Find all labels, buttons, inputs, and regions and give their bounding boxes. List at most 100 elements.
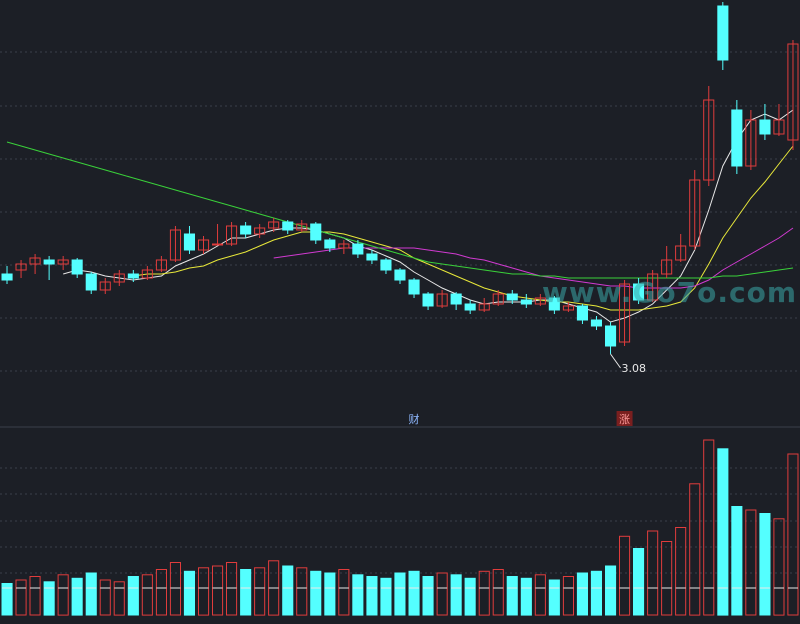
volume-bar-up (338, 569, 350, 616)
candle-down (324, 239, 336, 249)
event-markers: 财涨 (409, 411, 633, 426)
candle-down (590, 319, 603, 327)
volume-grid-lines (0, 467, 800, 574)
low-annotation-pointer (610, 353, 621, 369)
volume-bar-up (212, 565, 224, 616)
volume-bar-up (113, 581, 125, 616)
volume-bar-down (576, 572, 589, 616)
volume-bar-down (717, 448, 729, 616)
candle-up (787, 43, 799, 141)
volume-bar-down (43, 581, 55, 616)
candle-up (113, 273, 125, 283)
candle-down (43, 259, 55, 265)
volume-bar-up (534, 574, 546, 616)
candle-down (380, 259, 392, 271)
volume-bar-down (352, 574, 364, 616)
candle-down (633, 283, 645, 301)
volume-bar-down (380, 577, 392, 616)
candle-up (773, 119, 785, 135)
volume-bar-down (324, 572, 336, 616)
ma-line-1 (63, 109, 794, 323)
moving-average-lines (6, 109, 794, 323)
volume-bar-up (99, 579, 111, 616)
volume-bar-up (562, 576, 575, 616)
volume-bar-up (787, 453, 799, 616)
candle-up (478, 303, 490, 311)
candle-up (29, 257, 41, 265)
candle-down (759, 119, 771, 135)
volume-bar-up (15, 579, 27, 616)
candle-up (703, 99, 715, 181)
marker-background (616, 411, 633, 426)
volume-bar-down (1, 583, 13, 616)
candle-down (422, 293, 434, 307)
candle-up (436, 293, 448, 307)
candle-up (141, 269, 153, 279)
candle-up (15, 263, 27, 271)
volume-bar-up (675, 527, 687, 616)
candle-up (647, 273, 659, 301)
volume-bar-down (71, 577, 83, 616)
volume-bar-up (57, 574, 69, 616)
volume-bar-up (198, 567, 210, 616)
volume-bar-down (605, 565, 617, 616)
volume-bar-up (169, 562, 181, 616)
volume-bars (1, 439, 799, 616)
volume-bar-down (633, 548, 645, 616)
candle-down (506, 293, 518, 301)
candle-down (282, 221, 294, 231)
candle-up (689, 179, 701, 247)
candle-up (619, 283, 631, 343)
candle-up (212, 243, 224, 246)
candle-down (352, 243, 364, 255)
candle-up (492, 293, 504, 305)
candle-up (99, 281, 111, 291)
volume-bar-down (310, 570, 322, 616)
volume-bar-down (127, 576, 139, 616)
volume-bar-down (548, 579, 560, 616)
watermark: www.Go7o.com (542, 276, 797, 309)
volume-bar-up (296, 567, 308, 616)
volume-bar-down (590, 570, 603, 616)
candle-down (717, 5, 729, 61)
candle-up (268, 221, 280, 229)
candle-down (394, 269, 406, 281)
low-price-label: 3.08 (622, 362, 647, 375)
volume-bar-up (226, 562, 238, 616)
candle-up (296, 223, 308, 231)
volume-bar-down (506, 576, 518, 616)
candle-down (731, 109, 743, 167)
candle-up (254, 227, 266, 235)
candle-up (534, 297, 546, 305)
volume-bar-down (422, 576, 434, 616)
candle-up (169, 229, 181, 261)
volume-bar-up (661, 541, 673, 616)
candle-down (408, 279, 420, 295)
grid-lines (0, 51, 800, 372)
candle-up (226, 225, 238, 245)
candle-down (127, 273, 139, 279)
volume-bar-up (29, 576, 41, 616)
candle-down (576, 305, 589, 321)
volume-bar-up (155, 569, 167, 616)
candle-up (675, 245, 687, 261)
candle-down (71, 259, 83, 275)
volume-bar-up (141, 574, 153, 616)
volume-bar-down (394, 572, 406, 616)
volume-bar-down (464, 577, 476, 616)
candle-up (57, 259, 69, 265)
volume-bar-down (183, 570, 195, 616)
candle-down (366, 253, 378, 261)
volume-bar-down (282, 565, 294, 616)
candle-down (85, 273, 97, 291)
ma-line-2 (133, 145, 794, 311)
candle-down (183, 233, 195, 251)
candle-up (155, 259, 167, 271)
candle-down (1, 273, 13, 281)
event-marker-label: 财 (409, 412, 420, 426)
volume-bar-up (478, 570, 490, 616)
candle-up (745, 119, 757, 167)
volume-bar-down (408, 570, 420, 616)
candle-up (661, 259, 673, 275)
candle-up (562, 305, 575, 311)
